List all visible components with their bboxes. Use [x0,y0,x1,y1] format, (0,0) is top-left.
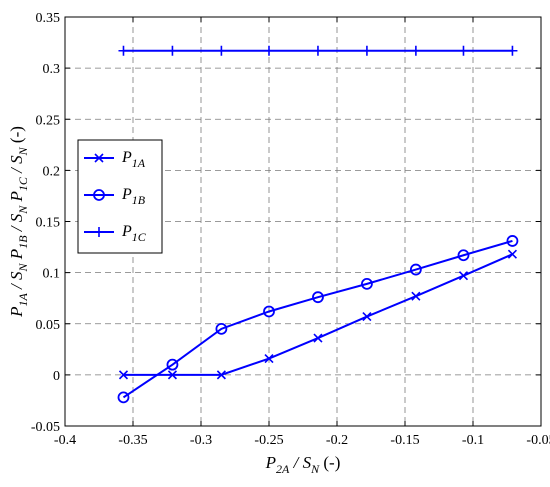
x-tick-label: -0.05 [526,433,550,448]
data-point [362,312,372,322]
x-tick-label: -0.15 [390,433,419,448]
series-line [122,239,513,399]
data-point [118,45,129,56]
ticks: -0.4 -0.35 -0.3 -0.25 -0.2 -0.15 -0.1 -0.05 -0.0… [31,11,550,448]
data-point [215,322,228,335]
data-point [216,370,226,380]
data-point [118,370,129,380]
y-tick-label: -0.05 [31,420,60,435]
legend-label: P1B [121,186,146,207]
data-point [313,333,323,343]
x-tick-label: -0.2 [326,433,348,448]
data-point [411,291,421,301]
legend-item: P1A [84,149,146,170]
data-point [216,45,227,56]
data-point [506,235,519,247]
series-1c [118,45,518,56]
x-tick-label: -0.35 [118,433,147,448]
y-tick-label: 0 [53,369,60,384]
legend-item: P1B [84,186,146,207]
data-point [312,45,323,56]
data-point [458,45,469,56]
y-tick-label: 0.35 [36,11,61,26]
series [117,45,519,404]
legend: P1A P1B P1C [77,139,163,254]
series-1a [118,249,518,380]
x-tick-label: -0.25 [254,433,283,448]
data-point [264,353,274,364]
y-tick-label: 0.2 [43,164,61,179]
data-point [410,45,421,56]
legend-marker [94,227,104,237]
data-point [167,370,178,380]
data-point [457,249,470,262]
y-tick-label: 0.05 [36,318,61,333]
data-point [263,305,275,318]
data-point [507,45,518,56]
series-1b [117,235,519,404]
legend-label: P1C [121,223,147,244]
y-tick-label: 0.1 [43,267,61,282]
data-point [166,358,179,371]
y-tick-label: 0.25 [36,113,61,128]
x-tick-label: -0.1 [462,433,484,448]
data-point [361,45,372,56]
x-tick-label: -0.3 [190,433,212,448]
x-tick-label: -0.4 [54,433,76,448]
legend-marker [94,153,104,163]
data-point [312,291,324,304]
y-axis-label: P1A / SN P1B / SN P1C / SN (-) [7,126,30,318]
data-point [507,249,518,259]
data-point [361,277,373,290]
data-point [409,263,422,276]
y-tick-label: 0.3 [43,62,61,77]
legend-marker [93,189,105,201]
data-point [167,45,178,56]
legend-item: P1C [84,223,147,244]
data-point [264,45,274,56]
y-tick-label: 0.15 [36,216,61,231]
x-axis-label: P2A / SN (-) [265,453,341,476]
legend-label: P1A [121,149,146,170]
legend-box [77,139,163,254]
data-point [458,271,469,281]
data-point [117,391,130,404]
